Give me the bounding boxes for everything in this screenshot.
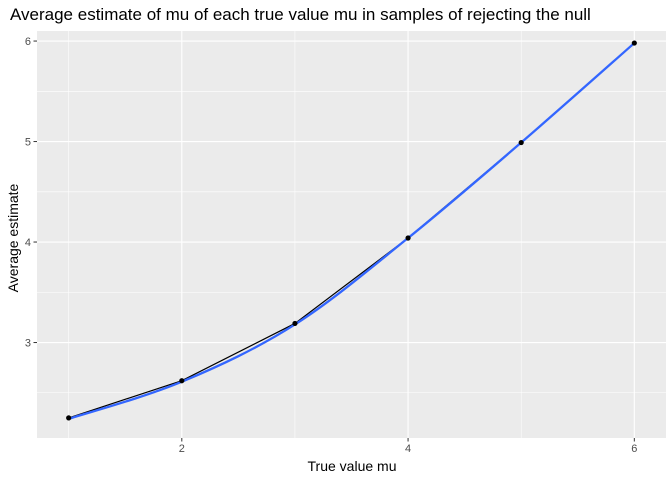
y-tick-label: 4 [25, 237, 31, 249]
major-gridlines [37, 31, 666, 438]
x-tick-label: 6 [631, 443, 637, 455]
y-axis-ticks: 3 4 5 6 [25, 36, 37, 350]
x-tick-label: 4 [405, 443, 411, 455]
data-point [631, 40, 637, 46]
y-tick-label: 5 [25, 137, 31, 149]
plot-panel [37, 31, 666, 438]
minor-gridlines [37, 31, 666, 438]
data-point [179, 378, 185, 384]
x-axis-ticks: 2 4 6 [179, 438, 637, 455]
data-point [518, 139, 524, 146]
data-point [405, 235, 411, 241]
x-tick-label: 2 [179, 443, 185, 455]
series-layer [66, 40, 637, 421]
y-tick-label: 3 [25, 338, 31, 350]
y-axis-title: Average estimate [5, 183, 21, 292]
chart-title: Average estimate of mu of each true valu… [10, 5, 591, 24]
y-tick-label: 6 [25, 36, 31, 48]
data-point [292, 320, 298, 327]
data-point [66, 415, 72, 421]
x-axis-title: True value mu [308, 458, 397, 474]
